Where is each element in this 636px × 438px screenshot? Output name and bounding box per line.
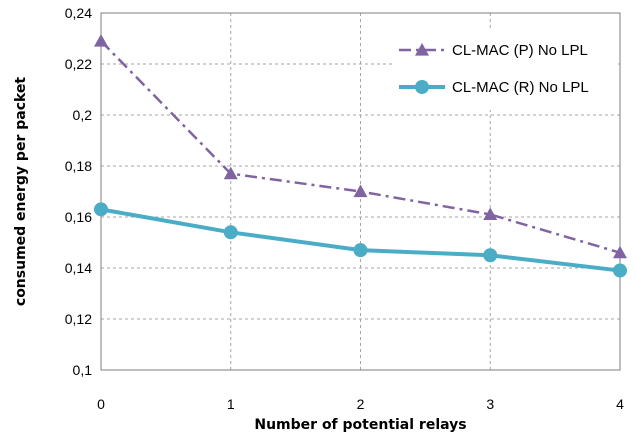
series-p (94, 34, 627, 259)
grid (100, 12, 621, 371)
legend-entry-p: CL-MAC (P) No LPL (399, 42, 588, 59)
y-tick-label: 0,12 (65, 311, 92, 327)
data-point-triangle (613, 245, 627, 259)
legend-entry-r: CL-MAC (R) No LPL (399, 79, 589, 96)
x-axis-tick-labels: 0 1 2 3 4 (97, 396, 624, 412)
data-point-circle (223, 225, 238, 240)
legend-label-r: CL-MAC (R) No LPL (452, 79, 589, 96)
x-tick-label: 0 (97, 396, 105, 412)
legend-triangle-marker-icon (415, 43, 429, 56)
x-axis-title: Number of potential relays (254, 417, 466, 433)
y-tick-label: 0,18 (65, 158, 92, 174)
y-axis-tick-labels: 0,1 0,12 0,14 0,16 0,18 0,2 0,22 0,24 (65, 5, 92, 378)
legend-background (392, 30, 618, 110)
y-tick-label: 0,22 (65, 56, 92, 72)
legend-circle-marker-icon (415, 80, 429, 94)
y-axis-title: consumed energy per packet (13, 77, 29, 307)
x-tick-label: 1 (227, 396, 235, 412)
y-tick-label: 0,24 (65, 5, 92, 21)
y-tick-label: 0,16 (65, 209, 92, 225)
data-point-circle (483, 248, 498, 263)
x-tick-label: 4 (616, 396, 624, 412)
legend-label-p: CL-MAC (P) No LPL (452, 42, 588, 59)
data-point-circle (94, 202, 108, 217)
plot-area-frame (100, 12, 621, 371)
data-point-triangle (94, 34, 108, 47)
data-point-triangle (223, 166, 238, 180)
data-point-triangle (353, 184, 368, 198)
data-point-triangle (483, 207, 498, 221)
y-tick-label: 0,14 (65, 260, 92, 276)
y-tick-label: 0,2 (73, 107, 93, 123)
data-point-circle (613, 263, 627, 278)
data-point-circle (353, 243, 368, 258)
x-tick-label: 3 (486, 396, 494, 412)
series-line (100, 40, 621, 254)
series-layer (94, 34, 627, 278)
series-r (94, 202, 627, 278)
x-tick-label: 2 (357, 396, 365, 412)
legend: CL-MAC (P) No LPL CL-MAC (R) No LPL (392, 30, 618, 110)
y-tick-label: 0,1 (73, 362, 93, 378)
